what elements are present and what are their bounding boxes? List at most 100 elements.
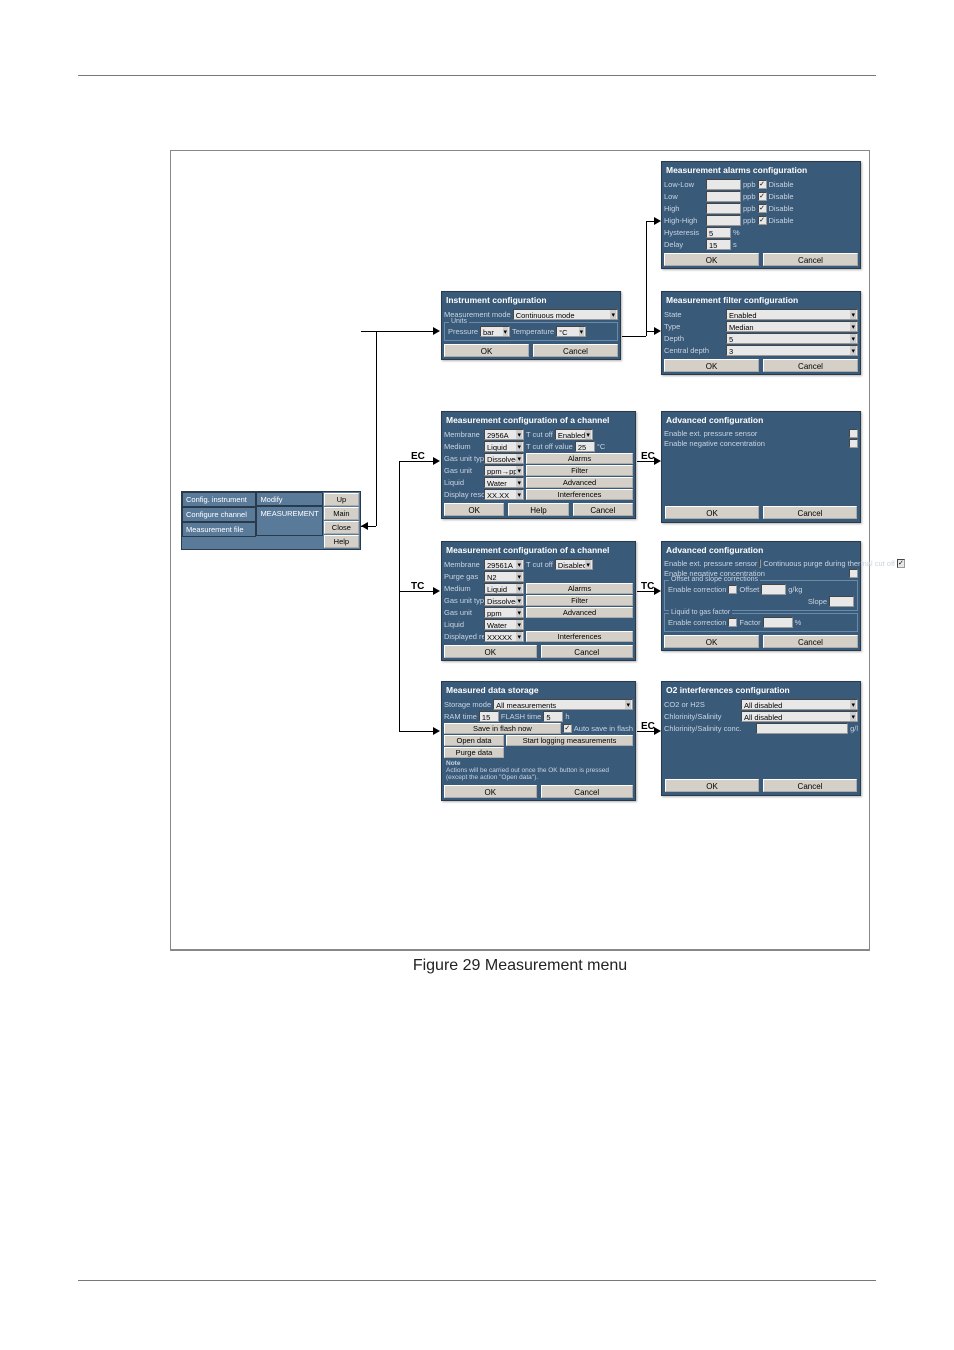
factor-input[interactable] <box>763 617 793 628</box>
ok-button[interactable]: OK <box>444 785 537 798</box>
purge-data-button[interactable]: Purge data <box>444 747 504 758</box>
start-logging-button[interactable]: Start logging measurements <box>506 735 633 746</box>
cancel-button[interactable]: Cancel <box>533 344 618 357</box>
save-now-button[interactable]: Save in flash now <box>444 723 561 734</box>
tcut-select[interactable]: Enabled <box>555 429 593 440</box>
autosave-checkbox[interactable]: ✓ <box>563 724 572 733</box>
membrane-select[interactable]: 29561A <box>484 559 524 570</box>
alarm-lowlow-input[interactable] <box>706 179 741 190</box>
chlorinity-conc-input[interactable] <box>756 723 848 734</box>
ram-input[interactable]: 15 <box>479 711 499 722</box>
medium-select[interactable]: Liquid <box>484 583 524 594</box>
medium-label: Medium <box>444 584 482 593</box>
alarm-low-input[interactable] <box>706 191 741 202</box>
ok-button[interactable]: OK <box>444 344 529 357</box>
pressure-select[interactable]: bar <box>480 326 510 337</box>
gunit-select[interactable]: ppm→ppb <box>484 465 524 476</box>
advanced-button[interactable]: Advanced <box>526 477 633 488</box>
nav-modify: Modify <box>256 492 322 506</box>
filter-button[interactable]: Filter <box>526 595 633 606</box>
nav-main-button[interactable]: Main <box>324 507 359 520</box>
type-select[interactable]: Median <box>726 321 858 332</box>
membrane-select[interactable]: 2956A <box>484 429 524 440</box>
co2-h2s-select[interactable]: All disabled <box>741 699 858 710</box>
gunit-select[interactable]: ppm <box>484 607 524 618</box>
cancel-button[interactable]: Cancel <box>573 503 633 516</box>
gutype-select[interactable]: Dissolved <box>484 595 524 606</box>
disable-checkbox[interactable]: ✓ <box>758 216 767 225</box>
ok-button[interactable]: OK <box>664 359 759 372</box>
enable-corr-checkbox[interactable] <box>728 618 737 627</box>
ok-button[interactable]: OK <box>444 503 504 516</box>
liquid-select[interactable]: Water <box>484 477 524 488</box>
tcut-select[interactable]: Disabled <box>555 559 593 570</box>
cont-purge-checkbox[interactable]: ✓ <box>897 559 905 568</box>
cancel-button[interactable]: Cancel <box>541 785 634 798</box>
filter-button[interactable]: Filter <box>526 465 633 476</box>
ok-button[interactable]: OK <box>664 253 759 266</box>
state-select[interactable]: Enabled <box>726 309 858 320</box>
nav-config-instrument[interactable]: Config. instrument <box>182 492 256 507</box>
unit-label: ppb <box>743 204 756 213</box>
ok-button[interactable]: OK <box>665 779 759 792</box>
cdepth-label: Central depth <box>664 346 724 355</box>
ok-button[interactable]: OK <box>665 506 759 519</box>
purge-select[interactable]: N2 <box>484 571 524 582</box>
delay-input[interactable]: 15 <box>706 239 731 250</box>
nav-up-button[interactable]: Up <box>324 493 359 506</box>
connector-line <box>399 461 436 462</box>
disable-checkbox[interactable]: ✓ <box>758 180 767 189</box>
tcutv-input[interactable]: 25 <box>575 441 595 452</box>
interferences-button[interactable]: Interferences <box>526 489 633 500</box>
advanced-button[interactable]: Advanced <box>526 607 633 618</box>
purge-label: Purge gas <box>444 572 482 581</box>
help-button[interactable]: Help <box>508 503 568 516</box>
cancel-button[interactable]: Cancel <box>763 635 858 648</box>
medium-select[interactable]: Liquid <box>484 441 524 452</box>
interferences-button[interactable]: Interferences <box>526 631 633 642</box>
alarm-highhigh-input[interactable] <box>706 215 741 226</box>
disable-checkbox[interactable]: ✓ <box>758 192 767 201</box>
temp-select[interactable]: °C <box>556 326 586 337</box>
arrow-right-icon <box>433 587 440 595</box>
alarm-high-input[interactable] <box>706 203 741 214</box>
disp-select[interactable]: XX.XX <box>484 489 524 500</box>
cancel-button[interactable]: Cancel <box>763 779 857 792</box>
hysteresis-input[interactable]: 5 <box>706 227 731 238</box>
cdepth-select[interactable]: 3 <box>726 345 858 356</box>
ok-button[interactable]: OK <box>664 635 759 648</box>
ext-pressure-checkbox[interactable] <box>849 429 858 438</box>
ext-pressure-checkbox[interactable] <box>759 559 761 568</box>
nav-close-button[interactable]: Close <box>324 521 359 534</box>
cancel-button[interactable]: Cancel <box>763 253 858 266</box>
cancel-button[interactable]: Cancel <box>763 359 858 372</box>
nav-configure-channel[interactable]: Configure channel <box>182 507 256 522</box>
tcut-label: T cut off <box>526 560 553 569</box>
cancel-button[interactable]: Cancel <box>541 645 634 658</box>
ok-button[interactable]: OK <box>444 645 537 658</box>
mode-select[interactable]: Continuous mode <box>513 309 618 320</box>
alarm-high-label: High <box>664 204 704 213</box>
slope-label: Slope <box>808 597 827 606</box>
alarms-button[interactable]: Alarms <box>526 453 633 464</box>
liquid-select[interactable]: Water <box>484 619 524 630</box>
nav-help-button[interactable]: Help <box>324 535 359 548</box>
offset-input[interactable] <box>761 584 786 595</box>
slope-input[interactable] <box>829 596 854 607</box>
gutype-select[interactable]: Dissolved <box>484 453 524 464</box>
alarms-button[interactable]: Alarms <box>526 583 633 594</box>
open-data-button[interactable]: Open data <box>444 735 504 746</box>
neg-conc-checkbox[interactable] <box>849 439 858 448</box>
neg-conc-checkbox[interactable] <box>849 569 858 578</box>
flash-input[interactable]: 5 <box>543 711 563 722</box>
cancel-button[interactable]: Cancel <box>763 506 857 519</box>
enable-corr-checkbox[interactable] <box>728 585 737 594</box>
arrow-right-icon <box>433 457 440 465</box>
depth-select[interactable]: 5 <box>726 333 858 344</box>
nav-measurement-file[interactable]: Measurement file <box>182 522 256 537</box>
disp-select[interactable]: XXXXX <box>484 631 524 642</box>
storage-mode-select[interactable]: All measurements <box>493 699 633 710</box>
chlorinity-select[interactable]: All disabled <box>741 711 858 722</box>
disable-checkbox[interactable]: ✓ <box>758 204 767 213</box>
note-text: Actions will be carried out once the OK … <box>446 767 609 781</box>
